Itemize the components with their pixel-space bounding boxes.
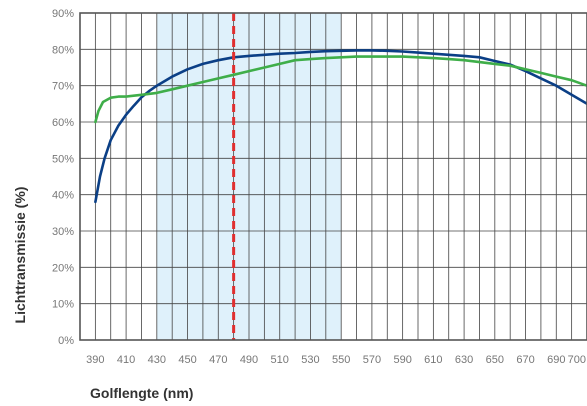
y-tick-label: 50% bbox=[52, 153, 74, 165]
y-tick-label: 90% bbox=[52, 8, 74, 20]
x-tick-label: 590 bbox=[393, 354, 411, 366]
plot-frame bbox=[79, 12, 587, 341]
x-tick-label: 470 bbox=[209, 354, 227, 366]
x-tick-label: 430 bbox=[148, 354, 166, 366]
x-tick-label: 690 bbox=[547, 354, 565, 366]
y-tick-label: 70% bbox=[52, 81, 74, 93]
x-tick-labels: 390 410 430 450 470 490 510 530 550 570 590 610 630 6… bbox=[86, 354, 586, 366]
y-tick-label: 40% bbox=[52, 190, 74, 202]
x-tick-label: 510 bbox=[271, 354, 289, 366]
series-line-2 bbox=[94, 55, 587, 124]
y-tick-label: 0% bbox=[58, 335, 74, 347]
x-tick-label: 570 bbox=[363, 354, 381, 366]
x-tick-label: 550 bbox=[332, 354, 350, 366]
x-tick-label: 630 bbox=[455, 354, 473, 366]
x-tick-label: 530 bbox=[301, 354, 319, 366]
x-tick-label: 410 bbox=[117, 354, 135, 366]
x-tick-label: 490 bbox=[240, 354, 258, 366]
x-tick-label: 390 bbox=[86, 354, 104, 366]
series-line-1 bbox=[94, 49, 587, 204]
series-layer bbox=[94, 49, 587, 204]
x-tick-label: 670 bbox=[516, 354, 534, 366]
y-tick-label: 80% bbox=[52, 44, 74, 56]
x-axis-title: Golflengte (nm) bbox=[90, 385, 193, 401]
x-tick-label: 650 bbox=[486, 354, 504, 366]
y-tick-labels: 0% 10% 20% 30% 40% 50% 60% 70% 80% 90% bbox=[52, 8, 74, 347]
x-tick-label: 450 bbox=[178, 354, 196, 366]
y-tick-label: 30% bbox=[52, 226, 74, 238]
y-axis-title: Lichttransmissie (%) bbox=[12, 187, 28, 324]
y-tick-label: 10% bbox=[52, 299, 74, 311]
x-tick-label: 700 bbox=[568, 354, 586, 366]
x-tick-label: 610 bbox=[424, 354, 442, 366]
y-tick-label: 20% bbox=[52, 262, 74, 274]
y-tick-label: 60% bbox=[52, 117, 74, 129]
